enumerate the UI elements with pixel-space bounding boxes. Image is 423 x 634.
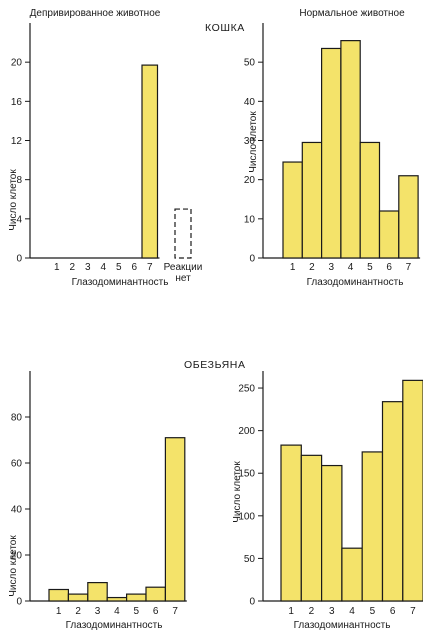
bar xyxy=(282,161,303,259)
x-tick-label: 1 xyxy=(288,606,294,617)
x-tick-label: 5 xyxy=(134,606,140,617)
bar xyxy=(321,464,343,602)
y-tick-label: 8 xyxy=(16,175,22,186)
x-tick-label: 6 xyxy=(153,606,159,617)
section-title-cat: КОШКА xyxy=(205,22,245,34)
x-axis-label: Глазодоминантность xyxy=(72,277,169,288)
x-tick-label: 2 xyxy=(309,262,315,273)
y-tick-label: 60 xyxy=(11,459,23,470)
y-tick-label: 100 xyxy=(238,511,255,522)
y-tick-label: 4 xyxy=(16,214,22,225)
y-tick-label: 0 xyxy=(16,254,22,265)
y-tick-label: 12 xyxy=(11,136,23,147)
x-tick-label: 3 xyxy=(328,262,334,273)
y-tick-label: 50 xyxy=(244,58,256,69)
y-axis-label: Число клеток xyxy=(232,461,243,523)
bar xyxy=(301,141,323,259)
bar xyxy=(280,444,302,602)
y-tick-label: 0 xyxy=(249,254,255,265)
x-tick-label: 3 xyxy=(85,262,91,273)
x-tick-label: 6 xyxy=(390,606,396,617)
x-tick-label: 4 xyxy=(100,262,106,273)
x-tick-label: 4 xyxy=(349,606,355,617)
bar xyxy=(381,401,404,602)
x-tick-label: 5 xyxy=(370,606,376,617)
x-tick-label: 1 xyxy=(54,262,60,273)
section-title-monkey: ОБЕЗЬЯНА xyxy=(184,359,246,371)
x-tick-label: 6 xyxy=(131,262,137,273)
no-response-label-2: нет xyxy=(175,273,191,284)
y-tick-label: 40 xyxy=(244,97,256,108)
chart-title: Нормальное животное xyxy=(299,8,405,19)
chart-monkey-normal: 0 50 100 150 200 250 1 2 3 4 5 6 7 Глазодоминантность… xyxy=(232,371,423,631)
chart-cat-normal: Нормальное животное 0 10 20 30 40 50 1 2 3 4 5 6 7Гла… xyxy=(244,8,421,288)
y-axis-label: Число клеток xyxy=(8,535,19,597)
x-tick-label: 4 xyxy=(348,262,354,273)
y-tick-label: 0 xyxy=(16,597,22,608)
bar xyxy=(300,454,323,602)
y-tick-label: 16 xyxy=(11,97,23,108)
y-tick-label: 0 xyxy=(249,597,255,608)
y-axis-label: Число клеток xyxy=(248,111,259,173)
x-tick-label: 1 xyxy=(290,262,296,273)
y-tick-label: 250 xyxy=(238,384,255,395)
bar xyxy=(321,47,342,259)
x-axis-label: Глазодоминантность xyxy=(66,620,163,631)
x-axis-label: Глазодоминантность xyxy=(294,620,391,631)
x-tick-label: 5 xyxy=(116,262,122,273)
x-tick-label: 6 xyxy=(386,262,392,273)
bar-no-response xyxy=(174,208,192,259)
y-tick-label: 40 xyxy=(11,505,23,516)
x-tick-label: 4 xyxy=(114,606,120,617)
x-tick-label: 5 xyxy=(367,262,373,273)
x-tick-label: 2 xyxy=(309,606,315,617)
bar xyxy=(340,40,361,259)
y-tick-label: 30 xyxy=(244,136,256,147)
chart-monkey-deprived: 0 20 40 60 80 1 2 3 4 5 6 7 Глазодоминантность Число … xyxy=(8,371,187,631)
x-tick-label: 7 xyxy=(147,262,153,273)
x-tick-label: 2 xyxy=(75,606,81,617)
bar xyxy=(141,64,159,259)
y-tick-label: 20 xyxy=(11,551,23,562)
y-tick-label: 200 xyxy=(238,426,255,437)
no-response-label: Реакции xyxy=(164,262,203,273)
bar xyxy=(106,596,128,602)
chart-title: Депривированное животное xyxy=(30,8,161,19)
y-tick-label: 80 xyxy=(11,413,23,424)
bar xyxy=(398,175,419,259)
bar xyxy=(164,437,186,602)
x-axis-label: Глазодоминантность xyxy=(307,277,404,288)
bar xyxy=(67,593,89,602)
bar xyxy=(402,379,423,602)
bar xyxy=(145,586,166,602)
bar xyxy=(87,581,108,602)
y-axis-label: Число клеток xyxy=(8,169,19,231)
bar xyxy=(341,547,363,602)
y-tick-label: 50 xyxy=(244,554,256,565)
x-tick-label: 2 xyxy=(69,262,75,273)
x-tick-label: 3 xyxy=(329,606,335,617)
y-tick-label: 20 xyxy=(244,175,256,186)
x-tick-label: 3 xyxy=(95,606,101,617)
x-tick-label: 7 xyxy=(172,606,178,617)
x-tick-label: 1 xyxy=(56,606,62,617)
y-tick-label: 150 xyxy=(238,469,255,480)
bar xyxy=(378,210,400,259)
x-tick-label: 7 xyxy=(410,606,416,617)
bar xyxy=(48,588,69,602)
bar xyxy=(125,593,147,602)
bar xyxy=(359,141,381,259)
bar xyxy=(361,451,384,602)
y-tick-label: 10 xyxy=(244,214,256,225)
y-tick-label: 20 xyxy=(11,58,23,69)
x-tick-label: 7 xyxy=(406,262,412,273)
